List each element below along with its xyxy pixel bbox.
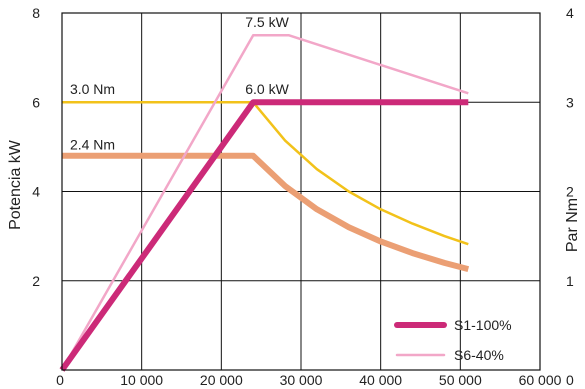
y-axis-title: Potencia kW bbox=[7, 139, 24, 230]
legend: S1-100% S6-40% bbox=[394, 317, 512, 363]
x-tick-label: 60 000 bbox=[519, 372, 562, 388]
y-tick-label: 8 bbox=[32, 5, 40, 21]
series-line-2 bbox=[62, 152, 470, 273]
x-tick-label: 10 000 bbox=[120, 372, 163, 388]
legend-label: S1-100% bbox=[454, 317, 512, 333]
y2-tick-label: 3 bbox=[566, 94, 574, 110]
annotation-label: 6.0 kW bbox=[245, 81, 289, 97]
grid bbox=[62, 13, 540, 370]
x-tick-label: 0 bbox=[56, 372, 64, 388]
annotation-label: 3.0 Nm bbox=[70, 81, 115, 97]
y2-tick-label: 4 bbox=[566, 5, 574, 21]
series-line-1 bbox=[62, 101, 469, 246]
series-line-4 bbox=[59, 99, 469, 372]
y2-tick-label: 1 bbox=[566, 273, 574, 289]
x-tick-label: 40 000 bbox=[359, 372, 402, 388]
x-tick-label: 30 000 bbox=[280, 372, 323, 388]
tick-labels: 0 10 000 20 000 30 000 40 000 50 000 60 000 2 4 6… bbox=[32, 5, 574, 388]
series-line-3 bbox=[60, 34, 469, 371]
annotation-label: 2.4 Nm bbox=[70, 137, 115, 153]
annotation-label: 7.5 kW bbox=[245, 14, 289, 30]
y-tick-label: 2 bbox=[32, 273, 40, 289]
y-tick-label: 4 bbox=[32, 184, 40, 200]
series-lines bbox=[59, 34, 470, 372]
y-tick-label: 6 bbox=[32, 94, 40, 110]
annotations: 7.5 kW 6.0 kW 3.0 Nm 2.4 Nm bbox=[70, 14, 290, 153]
plot-frame bbox=[61, 12, 541, 371]
x-tick-label: 20 000 bbox=[200, 372, 243, 388]
y2-tick-label: 2 bbox=[566, 184, 574, 200]
x-tick-label: 50 000 bbox=[439, 372, 482, 388]
legend-label: S6-40% bbox=[454, 347, 504, 363]
y2-tick-label: 0 bbox=[566, 372, 574, 388]
y2-axis-title: Par Nm bbox=[564, 198, 581, 252]
